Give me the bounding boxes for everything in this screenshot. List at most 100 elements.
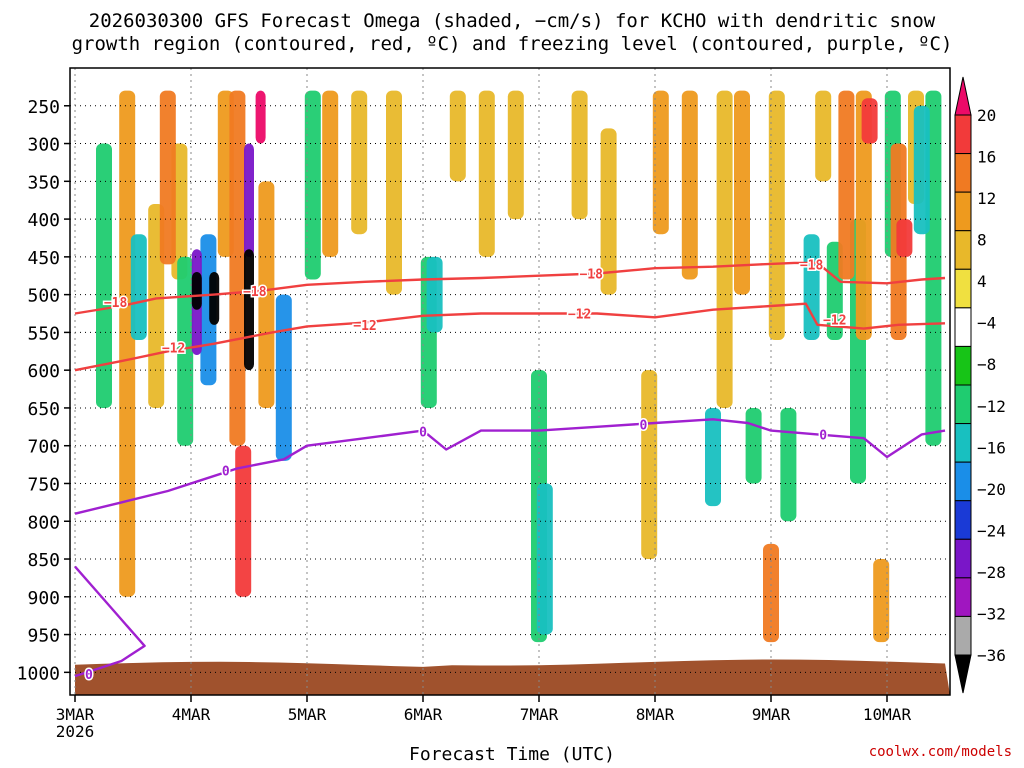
y-tick-label: 900 bbox=[27, 588, 60, 609]
y-tick-label: 350 bbox=[27, 172, 60, 193]
x-tick-label: 5MAR bbox=[288, 705, 327, 724]
omega-cell bbox=[200, 234, 217, 386]
colorbar-swatch bbox=[954, 307, 972, 347]
x-tick-label: 10MAR bbox=[863, 705, 912, 724]
colorbar-label: 8 bbox=[977, 231, 987, 250]
y-tick-label: 800 bbox=[27, 512, 60, 533]
x-tick-label: 4MAR bbox=[172, 705, 211, 724]
colorbar-label: −28 bbox=[977, 563, 1006, 582]
contour-label: −12 bbox=[568, 308, 591, 323]
omega-cell bbox=[177, 256, 194, 446]
omega-cell bbox=[803, 234, 820, 340]
colorbar-arrow-bottom bbox=[954, 654, 972, 694]
omega-cell bbox=[159, 90, 176, 265]
omega-cell bbox=[130, 234, 147, 340]
y-tick-label: 400 bbox=[27, 210, 60, 231]
contour-surface_0 bbox=[74, 565, 146, 678]
x-tick-label: 8MAR bbox=[636, 705, 675, 724]
omega-cell bbox=[426, 256, 443, 333]
omega-cell bbox=[861, 98, 878, 144]
y-tick-label: 600 bbox=[27, 361, 60, 382]
omega-cell bbox=[386, 90, 402, 295]
colorbar-swatch bbox=[954, 191, 972, 232]
omega-cell bbox=[478, 90, 495, 257]
omega-cell bbox=[191, 271, 202, 310]
omega-cell bbox=[235, 445, 252, 597]
omega-cell bbox=[896, 219, 913, 257]
contour-label: 0 bbox=[85, 668, 93, 683]
chart-title-line2: growth region (contoured, red, ºC) and f… bbox=[71, 33, 953, 55]
x-tick-label: 3MAR bbox=[56, 705, 95, 724]
colorbar-label: 20 bbox=[977, 106, 996, 125]
colorbar-label: −16 bbox=[977, 438, 1006, 457]
x-tick-sublabel: 2026 bbox=[56, 722, 95, 741]
omega-shading bbox=[96, 90, 942, 643]
x-tick-label: 9MAR bbox=[752, 705, 791, 724]
contour-label: 0 bbox=[639, 419, 647, 434]
omega-cell bbox=[705, 407, 721, 507]
contour-dgz_-18 bbox=[74, 261, 946, 315]
omega-cell bbox=[641, 370, 658, 560]
omega-cell bbox=[855, 90, 872, 340]
omega-cell bbox=[571, 90, 588, 220]
grid-lines bbox=[70, 68, 950, 695]
contour-label: 0 bbox=[419, 425, 427, 440]
y-tick-label: 700 bbox=[27, 437, 60, 458]
x-axis-label: Forecast Time (UTC) bbox=[409, 744, 615, 765]
contour-freezing_0 bbox=[74, 418, 946, 515]
omega-cell bbox=[873, 559, 890, 643]
omega-cell bbox=[652, 90, 669, 235]
colorbar-label: 12 bbox=[977, 189, 996, 208]
colorbar-swatch bbox=[954, 538, 972, 579]
omega-cell bbox=[734, 90, 750, 295]
colorbar-label: 4 bbox=[977, 272, 987, 291]
contour-label: −18 bbox=[104, 296, 128, 311]
omega-cell bbox=[275, 294, 292, 461]
omega-cell bbox=[351, 90, 368, 235]
colorbar-swatch bbox=[954, 615, 972, 656]
colorbar-swatch bbox=[954, 114, 972, 155]
omega-cell bbox=[255, 90, 266, 144]
watermark: coolwx.com/models bbox=[868, 744, 1012, 760]
omega-cell bbox=[716, 90, 733, 408]
colorbar-label: −12 bbox=[977, 397, 1006, 416]
colorbar-swatch bbox=[954, 423, 972, 463]
omega-cell bbox=[838, 90, 855, 280]
x-tick-label: 6MAR bbox=[404, 705, 443, 724]
colorbar-label: −32 bbox=[977, 604, 1006, 623]
colorbar-swatch bbox=[954, 500, 972, 540]
omega-cell bbox=[681, 90, 698, 280]
y-tick-label: 300 bbox=[27, 135, 60, 156]
omega-cell bbox=[507, 90, 524, 220]
colorbar-swatch bbox=[954, 230, 972, 270]
omega-cell bbox=[119, 90, 136, 597]
contour-dgz_-12 bbox=[74, 302, 946, 372]
contour-label: −18 bbox=[243, 285, 267, 300]
omega-cell bbox=[209, 271, 220, 325]
omega-cell bbox=[322, 90, 339, 257]
y-tick-label: 1000 bbox=[17, 663, 60, 684]
colorbar-label: 16 bbox=[977, 148, 996, 167]
colorbar-swatch bbox=[954, 153, 972, 193]
omega-cell bbox=[244, 249, 254, 371]
terrain-surface bbox=[75, 659, 950, 695]
contour-label: −12 bbox=[823, 314, 846, 329]
plot-frame bbox=[69, 67, 951, 696]
omega-cell bbox=[913, 105, 930, 235]
y-tick-label: 450 bbox=[27, 248, 60, 269]
colorbar-label: −20 bbox=[977, 480, 1006, 499]
omega-cell bbox=[258, 181, 275, 408]
colorbar: 20 16 12 8 4 −4 −8 −12 −16 −20 −24 −28 −32 −36 bbox=[954, 76, 1006, 694]
colorbar-swatch bbox=[954, 461, 972, 502]
contour-label: −12 bbox=[353, 319, 376, 334]
contour-lines: −18 −18 −18 −18 −12 −12 −12 −12 0 0 0 0 0 bbox=[74, 257, 946, 684]
colorbar-swatch bbox=[954, 384, 972, 425]
contour-label: 0 bbox=[819, 428, 827, 443]
colorbar-label: −4 bbox=[977, 314, 996, 333]
colorbar-swatch bbox=[954, 345, 972, 386]
y-tick-label: 250 bbox=[27, 97, 60, 118]
contour-label: 0 bbox=[222, 465, 230, 480]
colorbar-label: −8 bbox=[977, 355, 996, 374]
